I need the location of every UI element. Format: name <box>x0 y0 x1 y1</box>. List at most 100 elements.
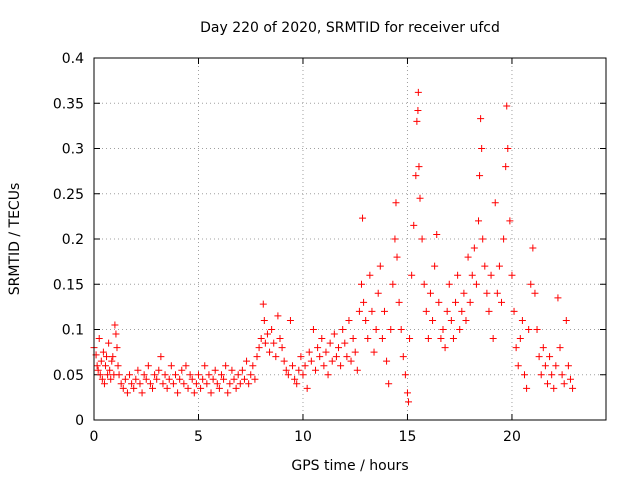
data-point <box>261 339 269 347</box>
data-point <box>472 280 480 288</box>
data-point <box>238 366 246 374</box>
data-point <box>372 326 380 333</box>
data-point <box>443 307 451 315</box>
data-point <box>337 362 345 370</box>
data-point <box>182 362 190 370</box>
data-point <box>157 353 165 361</box>
plot-frame <box>93 57 607 421</box>
data-point <box>293 380 301 388</box>
data-point <box>414 106 422 114</box>
data-point <box>217 371 225 379</box>
y-tick-label: 0.2 <box>62 232 84 248</box>
data-point <box>347 357 355 365</box>
data-point <box>359 214 367 222</box>
x-tick-label: 10 <box>294 429 312 445</box>
data-point <box>478 145 486 152</box>
data-point <box>487 271 495 279</box>
data-point <box>408 271 416 279</box>
data-point <box>188 375 196 383</box>
data-point <box>178 366 186 374</box>
data-point <box>192 380 200 388</box>
data-point <box>401 371 409 379</box>
y-tick-label: 0 <box>75 413 84 429</box>
data-point <box>552 362 560 370</box>
data-point <box>475 217 483 225</box>
data-point <box>493 289 501 297</box>
data-point <box>245 380 253 388</box>
data-point <box>305 348 313 356</box>
data-point <box>236 380 244 388</box>
data-point <box>389 280 397 288</box>
data-point <box>263 330 271 338</box>
data-point <box>554 294 562 302</box>
data-point <box>481 262 489 270</box>
data-point <box>391 235 399 243</box>
data-point <box>109 353 117 361</box>
data-point <box>335 344 343 352</box>
data-point <box>460 289 468 297</box>
chart-title: Day 220 of 2020, SRMTID for receiver ufc… <box>200 20 500 36</box>
data-point <box>412 172 420 180</box>
grid-lines <box>94 58 606 420</box>
data-point <box>452 298 460 306</box>
data-point <box>165 375 173 383</box>
data-point <box>207 389 215 397</box>
data-point <box>199 375 207 383</box>
data-point <box>113 344 121 352</box>
data-point <box>153 375 161 383</box>
data-point <box>260 316 268 324</box>
data-point <box>392 199 400 207</box>
data-point <box>410 221 418 229</box>
data-point <box>550 384 558 392</box>
data-point <box>104 371 112 379</box>
data-point <box>184 384 192 392</box>
data-point <box>502 163 510 171</box>
data-point <box>464 253 472 261</box>
data-point <box>159 380 167 388</box>
data-point <box>101 362 109 370</box>
data-point <box>121 375 129 383</box>
data-point <box>299 371 307 379</box>
data-point <box>197 384 205 392</box>
data-point <box>316 353 324 361</box>
data-point <box>360 298 368 306</box>
data-point <box>211 366 219 374</box>
data-point <box>332 353 340 361</box>
data-point <box>295 366 303 374</box>
data-point <box>132 375 140 383</box>
data-point <box>276 335 284 343</box>
data-point <box>413 117 421 125</box>
data-point <box>136 380 144 388</box>
data-point <box>518 316 526 324</box>
data-point <box>516 335 524 343</box>
data-point <box>548 371 556 379</box>
data-point <box>470 244 478 252</box>
data-point <box>328 357 336 365</box>
data-point <box>215 384 223 392</box>
x-tick-label: 5 <box>194 429 203 445</box>
data-point <box>123 389 131 397</box>
data-point <box>558 371 566 379</box>
data-point <box>301 362 309 370</box>
y-tick-label: 0.15 <box>53 277 84 293</box>
axes: 0 0.05 0.1 0.15 0.2 0.25 0.3 0.35 0.4 0 5 10 15 20 <box>53 51 606 445</box>
data-point <box>134 366 142 374</box>
y-tick-label: 0.4 <box>62 51 84 67</box>
data-point <box>99 348 107 356</box>
data-point <box>449 335 457 343</box>
data-point <box>326 339 334 347</box>
data-point <box>93 362 101 370</box>
data-point <box>97 357 105 365</box>
data-point <box>441 344 449 352</box>
data-point <box>426 289 434 297</box>
data-point <box>498 298 506 306</box>
data-point <box>106 366 114 374</box>
data-point <box>119 384 127 392</box>
data-point <box>169 380 177 388</box>
data-point <box>322 348 330 356</box>
data-point <box>468 271 476 279</box>
data-point <box>569 384 577 392</box>
data-point <box>414 88 422 96</box>
data-point <box>424 335 432 343</box>
data-point <box>406 335 414 343</box>
